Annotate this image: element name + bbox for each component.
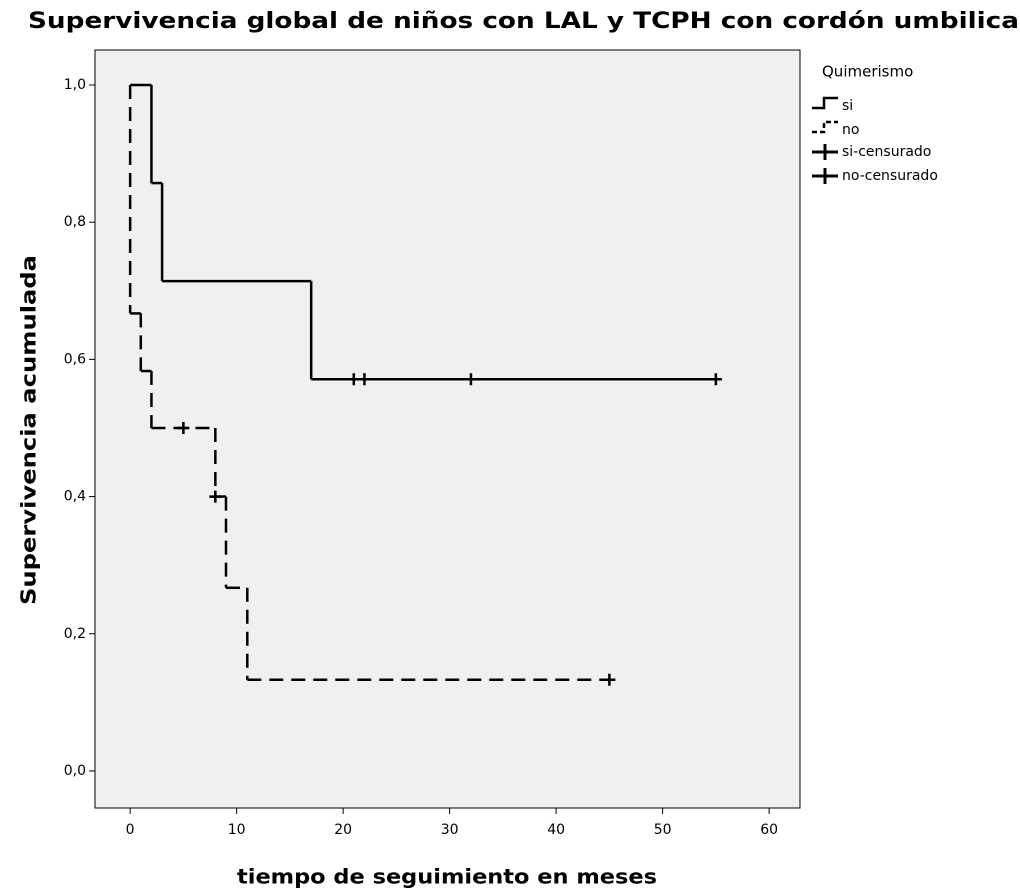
- legend-symbol: [812, 144, 838, 160]
- legend-symbol: [812, 96, 838, 110]
- censored-mark: [177, 421, 190, 434]
- y-axis-label: Supervivencia acumulada: [17, 255, 41, 605]
- chart-title: Supervivencia global de niños con LAL y …: [28, 9, 1020, 34]
- legend-symbol: [812, 120, 838, 134]
- legend-label: si: [842, 98, 853, 114]
- y-tick-label: 0,8: [64, 214, 86, 230]
- x-tick-label: 20: [334, 822, 352, 838]
- x-tick-label: 50: [654, 822, 672, 838]
- legend-label: no: [842, 122, 859, 138]
- legend-label: no-censurado: [842, 168, 938, 184]
- censored-mark: [603, 673, 616, 686]
- censored-mark: [209, 490, 222, 503]
- legend-symbol: [812, 168, 838, 184]
- y-tick-label: 0,0: [64, 763, 86, 779]
- x-tick-label: 60: [760, 822, 778, 838]
- x-tick-label: 30: [441, 822, 459, 838]
- x-tick-label: 10: [228, 822, 246, 838]
- censored-mark: [709, 373, 722, 386]
- y-tick-label: 0,2: [64, 626, 86, 642]
- plot-area: [94, 49, 801, 809]
- y-tick-label: 0,4: [64, 489, 86, 505]
- x-axis-label: tiempo de seguimiento en meses: [237, 865, 657, 889]
- legend-title: Quimerismo: [822, 63, 913, 81]
- x-tick-label: 40: [547, 822, 565, 838]
- censored-mark: [347, 373, 360, 386]
- x-tick-label: 0: [126, 822, 135, 838]
- y-tick-label: 1,0: [64, 77, 86, 93]
- y-tick-label: 0,6: [64, 351, 86, 367]
- legend-label: si-censurado: [842, 144, 931, 160]
- censored-mark: [358, 373, 371, 386]
- censored-mark: [464, 373, 477, 386]
